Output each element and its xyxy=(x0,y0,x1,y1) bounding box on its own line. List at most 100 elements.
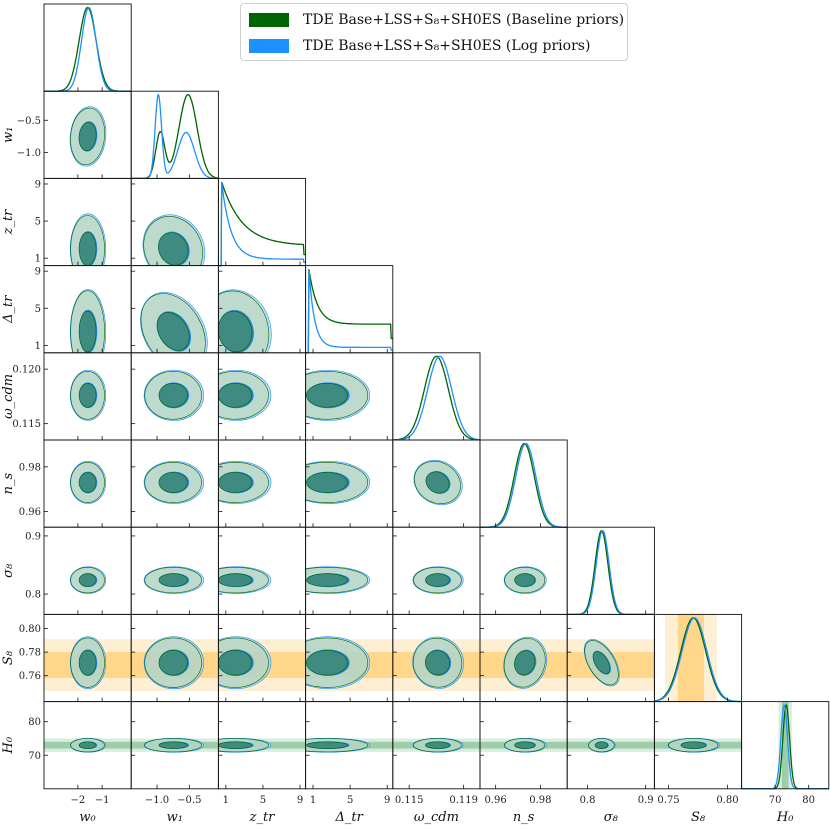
ylabel-dtr: Δ_tr xyxy=(1,295,16,324)
marginal-dtr xyxy=(305,269,393,354)
ylabel-w1: w₁ xyxy=(1,127,16,143)
panel-wcdm-S8 xyxy=(412,636,464,689)
panel-w0-ns xyxy=(69,461,107,504)
ytick-label-w1: −1.0 xyxy=(17,148,41,159)
marginal-ztr xyxy=(218,181,306,267)
contour-baseline-w1-sigma8-1sigma xyxy=(158,573,188,587)
contour-baseline-w1-ztr-1sigma xyxy=(158,232,189,266)
ytick-label-wcdm: 0.115 xyxy=(12,419,41,430)
contour-baseline-wcdm-S8-1sigma xyxy=(425,650,450,676)
frame-dtr-dtr xyxy=(305,265,394,354)
marginal-ns xyxy=(480,442,568,528)
contour-baseline-dtr-H0-1sigma xyxy=(306,741,348,749)
xtick-label-H0: 70 xyxy=(769,795,782,806)
contour-baseline-S8-H0-1sigma xyxy=(680,741,706,749)
xlabel-ztr: z_tr xyxy=(249,810,276,825)
xtick-label-S8: 0.80 xyxy=(716,795,738,806)
ytick-label-ns: 0.98 xyxy=(19,462,41,473)
xtick-label-dtr: 1 xyxy=(310,795,316,806)
xtick-label-w1: −1.0 xyxy=(145,795,169,806)
xlabel-S8: S₈ xyxy=(691,810,706,825)
ytick-label-dtr: 1 xyxy=(35,341,41,352)
contour-baseline-w1-wcdm-1sigma xyxy=(158,383,188,408)
marginal-curve-log-wcdm xyxy=(392,355,480,441)
legend-label-baseline: TDE Base+LSS+S₈+SH0ES (Baseline priors) xyxy=(303,12,625,28)
marginal-curve-log-ztr xyxy=(218,181,306,267)
panel-w1-ns xyxy=(143,461,205,504)
ytick-label-S8: 0.76 xyxy=(19,671,41,682)
marginal-curve-baseline-ztr xyxy=(218,181,306,267)
xlabel-w0: w₀ xyxy=(79,810,96,825)
marginal-curve-baseline-w1 xyxy=(131,94,219,180)
frame-ns-ns xyxy=(479,439,568,528)
panel-ns-S8 xyxy=(503,636,548,689)
marginal-curve-baseline-wcdm xyxy=(392,355,480,441)
xtick-label-w0: −2 xyxy=(71,795,86,806)
panel-ztr-sigma8 xyxy=(218,566,272,594)
contour-baseline-dtr-wcdm-1sigma xyxy=(306,383,348,408)
marginal-curve-baseline-ns xyxy=(480,442,568,528)
contour-baseline-sigma8-H0-1sigma xyxy=(594,741,609,749)
frame-sigma8-sigma8 xyxy=(566,526,655,615)
contour-baseline-w0-wcdm-1sigma xyxy=(78,383,97,408)
ytick-label-ns: 0.96 xyxy=(19,507,41,518)
panel-w1-ztr xyxy=(142,214,206,266)
panel-S8-H0 xyxy=(667,737,721,753)
xtick-label-w0: −1 xyxy=(95,795,110,806)
panel-ztr-dtr xyxy=(218,289,272,353)
panel-ztr-S8 xyxy=(218,636,272,689)
marginal-curve-log-w0 xyxy=(44,6,132,92)
ylabel-S8: S₈ xyxy=(1,650,16,665)
cells xyxy=(44,6,829,790)
panel-w0-dtr xyxy=(69,289,107,353)
contour-baseline-ns-sigma8-1sigma xyxy=(514,573,536,587)
xtick-label-sigma8: 0.9 xyxy=(638,795,654,806)
legend-entry-baseline: TDE Base+LSS+S₈+SH0ES (Baseline priors) xyxy=(249,9,624,31)
xlabel-dtr: Δ_tr xyxy=(335,810,364,825)
ytick-label-S8: 0.78 xyxy=(19,648,41,659)
contour-baseline-w0-ns-1sigma xyxy=(78,472,97,493)
contour-baseline-w0-dtr-1sigma xyxy=(78,310,97,353)
xtick-label-ztr: 9 xyxy=(297,795,303,806)
panel-dtr-S8 xyxy=(305,636,371,689)
ytick-label-ztr: 9 xyxy=(35,179,41,190)
ytick-label-sigma8: 0.9 xyxy=(25,531,41,542)
ylabel-ns: n_s xyxy=(1,473,16,495)
xtick-label-ns: 0.96 xyxy=(485,795,507,806)
xlabel-sigma8: σ₈ xyxy=(604,810,619,825)
contour-baseline-ns-S8-1sigma xyxy=(514,650,536,676)
ytick-label-dtr: 9 xyxy=(35,267,41,278)
marginal-curve-log-dtr xyxy=(305,269,393,354)
legend: TDE Base+LSS+S₈+SH0ES (Baseline priors) … xyxy=(240,3,628,61)
contour-baseline-ztr-sigma8-1sigma xyxy=(218,573,253,587)
contour-baseline-dtr-S8-1sigma xyxy=(306,650,348,676)
panel-w0-ztr xyxy=(69,213,107,266)
xlabel-wcdm: ω_cdm xyxy=(414,810,459,825)
frame-H0-H0 xyxy=(741,701,830,790)
panel-sigma8-H0 xyxy=(588,737,616,753)
contour-baseline-ztr-H0-1sigma xyxy=(218,741,253,749)
contour-baseline-w1-H0-1sigma xyxy=(158,741,188,749)
panel-sigma8-S8 xyxy=(583,639,620,687)
contour-baseline-wcdm-sigma8-1sigma xyxy=(425,573,450,587)
panel-dtr-H0 xyxy=(305,737,371,753)
contour-baseline-w0-H0-1sigma xyxy=(78,741,97,749)
ytick-label-S8: 0.80 xyxy=(19,624,41,635)
contour-baseline-w0-ztr-1sigma xyxy=(78,231,97,266)
marginal-w0 xyxy=(44,6,132,92)
panel-ztr-ns xyxy=(218,461,272,504)
ytick-label-wcdm: 0.120 xyxy=(12,365,41,376)
ylabel-H0: H₀ xyxy=(1,736,16,754)
panel-w1-wcdm xyxy=(143,369,205,421)
panel-wcdm-ns xyxy=(413,459,463,506)
ytick-label-dtr: 5 xyxy=(35,304,41,315)
prior-band-diag-H0-1sigma xyxy=(781,701,789,789)
panel-dtr-ns xyxy=(305,461,371,504)
frame-wcdm-wcdm xyxy=(392,352,481,441)
xlabel-ns: n_s xyxy=(513,810,535,825)
contour-baseline-dtr-sigma8-1sigma xyxy=(306,573,348,587)
xtick-label-w1: −0.5 xyxy=(177,795,201,806)
contour-baseline-ztr-S8-1sigma xyxy=(218,650,253,676)
marginal-curve-log-ns xyxy=(480,442,568,528)
